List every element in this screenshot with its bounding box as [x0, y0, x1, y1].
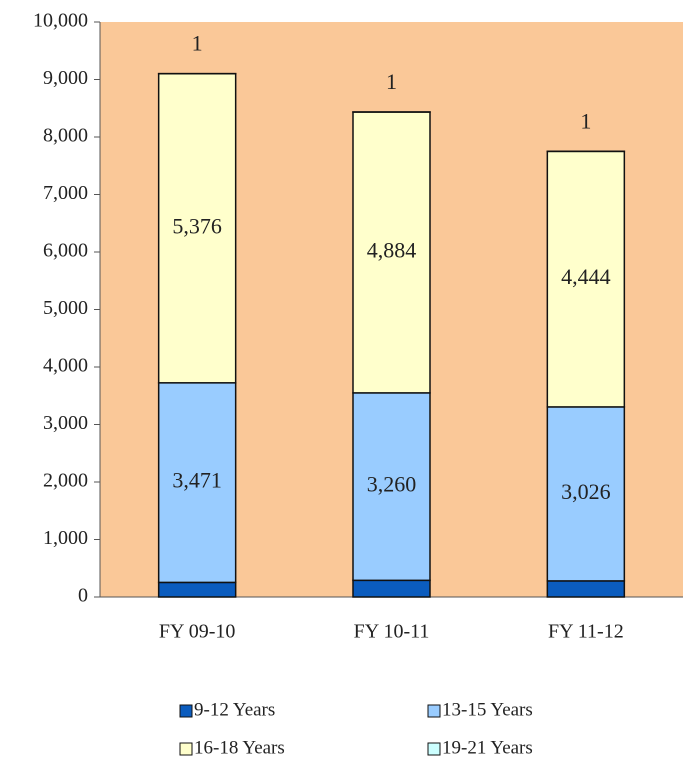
bar-segment — [157, 581, 237, 598]
bar-segment — [352, 392, 431, 582]
bar-segment — [352, 579, 431, 598]
legend-swatch — [427, 704, 441, 718]
y-tick-label: 3,000 — [43, 412, 88, 434]
y-tick-label: 2,000 — [43, 470, 88, 492]
y-tick-label: 7,000 — [43, 182, 88, 204]
bar-segment — [546, 406, 626, 582]
legend-swatch — [179, 742, 193, 756]
y-tick-label: 1,000 — [43, 527, 88, 549]
legend-label: 19-21 Years — [442, 737, 533, 758]
value-label: 1 — [386, 69, 397, 94]
value-label: 4,884 — [367, 238, 417, 263]
y-tick-label: 5,000 — [43, 297, 88, 319]
value-label: 3,260 — [367, 472, 417, 497]
x-tick-label: FY 10-11 — [354, 621, 430, 643]
y-tick-label: 10,000 — [33, 10, 88, 32]
x-tick-label: FY 11-12 — [548, 621, 624, 643]
value-label: 1 — [580, 108, 591, 133]
legend-swatch — [427, 742, 441, 756]
bar-segment — [546, 580, 626, 598]
y-tick-label: 8,000 — [43, 125, 88, 147]
legend-swatch — [179, 704, 193, 718]
value-label: 1 — [192, 31, 203, 56]
legend-label: 13-15 Years — [442, 699, 533, 720]
legend-label: 16-18 Years — [194, 737, 285, 758]
bar-segment — [157, 72, 237, 384]
value-label: 4,444 — [561, 264, 611, 289]
y-tick-label: 0 — [78, 585, 88, 607]
y-tick-label: 4,000 — [43, 355, 88, 377]
legend-label: 9-12 Years — [194, 699, 275, 720]
y-tick-label: 9,000 — [43, 67, 88, 89]
y-tick-label: 6,000 — [43, 240, 88, 262]
value-label: 5,376 — [172, 213, 222, 238]
x-tick-label: FY 09-10 — [159, 621, 235, 643]
value-label: 3,471 — [172, 468, 222, 493]
value-label: 3,026 — [561, 479, 611, 504]
